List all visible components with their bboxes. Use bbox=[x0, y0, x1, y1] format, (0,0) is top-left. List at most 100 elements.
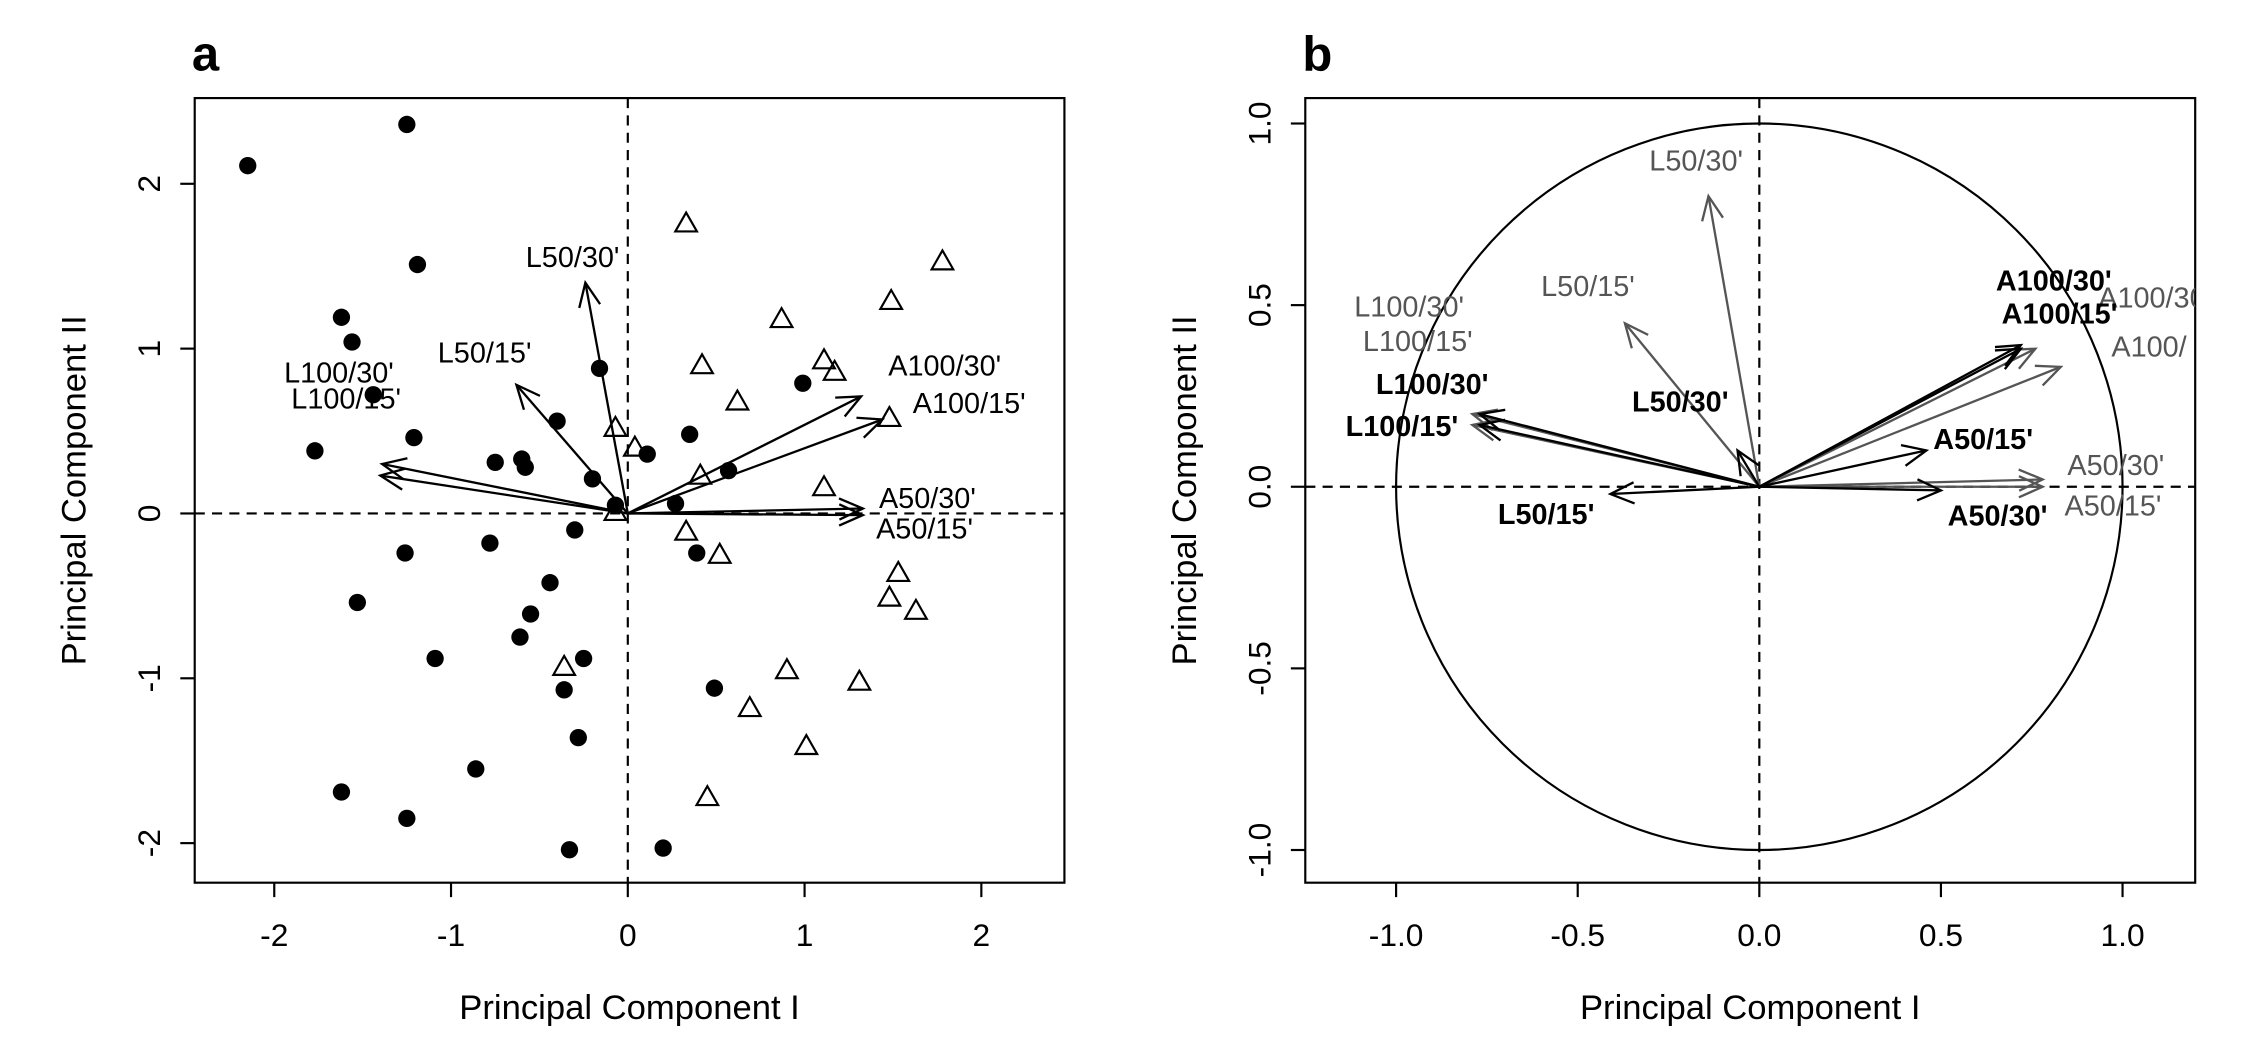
arrow-label: L100/30' bbox=[284, 358, 394, 390]
arrow-head bbox=[1900, 443, 1930, 467]
panel: a -2 -1 0 1 2 -2 -1 0 1 2 Principal Component I Prin… bbox=[56, 28, 1066, 1027]
correlation-circle bbox=[1395, 122, 2124, 852]
arrow-label: A100/30 bbox=[2098, 283, 2205, 315]
y-tick-label: -1 bbox=[131, 664, 167, 692]
point bbox=[737, 694, 763, 718]
panel-label: a bbox=[192, 28, 220, 82]
arrow-head bbox=[1476, 418, 1506, 442]
arrow bbox=[1759, 485, 1941, 492]
point bbox=[794, 374, 812, 392]
plot-area bbox=[1305, 98, 2196, 883]
arrow bbox=[1479, 412, 1760, 488]
point bbox=[574, 649, 593, 668]
x-tick-label: -0.5 bbox=[1550, 917, 1605, 953]
x-tick-label: 0 bbox=[619, 917, 637, 953]
arrow-head bbox=[856, 416, 886, 439]
arrow-head bbox=[514, 382, 541, 411]
point bbox=[396, 544, 414, 562]
point bbox=[689, 352, 715, 375]
arrow-head bbox=[1701, 193, 1724, 222]
point bbox=[481, 534, 499, 552]
point bbox=[681, 425, 699, 443]
point bbox=[398, 115, 416, 134]
point bbox=[486, 453, 504, 472]
arrow bbox=[381, 462, 629, 515]
point bbox=[467, 760, 485, 778]
point bbox=[885, 559, 911, 582]
point bbox=[876, 404, 903, 428]
point bbox=[332, 308, 351, 326]
point bbox=[541, 574, 559, 592]
point bbox=[590, 359, 609, 378]
point bbox=[666, 494, 685, 513]
arrow bbox=[627, 418, 883, 515]
arrow bbox=[1759, 449, 1927, 488]
plot-frame bbox=[193, 96, 1066, 884]
plot-frame bbox=[1304, 96, 2197, 884]
arrow-label: A100/15' bbox=[2002, 298, 2118, 330]
point bbox=[348, 593, 366, 612]
arrow bbox=[380, 474, 628, 515]
x-tick-label: 1.0 bbox=[2101, 917, 2145, 953]
y-tick-label: 1.0 bbox=[1241, 101, 1277, 145]
arrow-head bbox=[1994, 347, 2024, 370]
arrow-label: A100/30' bbox=[1996, 265, 2112, 297]
arrow-label: L50/30' bbox=[1649, 146, 1743, 178]
arrow-head bbox=[1916, 478, 1944, 502]
arrow-label: L100/15' bbox=[1363, 326, 1473, 358]
point bbox=[516, 458, 534, 476]
point bbox=[768, 305, 795, 329]
point bbox=[521, 605, 540, 623]
arrow-head bbox=[1736, 448, 1760, 477]
arrow-label: A50/15' bbox=[2065, 490, 2162, 522]
point bbox=[583, 470, 602, 488]
arrow-head bbox=[2034, 364, 2064, 387]
point bbox=[876, 584, 903, 607]
x-axis-label: Principal Component I bbox=[459, 989, 800, 1027]
arrow bbox=[1610, 485, 1760, 496]
y-tick-label: -2 bbox=[131, 829, 167, 857]
x-axis-label: Principal Component I bbox=[1580, 989, 1921, 1027]
x-tick-label: 0.0 bbox=[1737, 917, 1781, 953]
arrow-head bbox=[2018, 475, 2046, 499]
point bbox=[551, 653, 577, 676]
arrow-head bbox=[838, 503, 866, 527]
point bbox=[707, 541, 733, 564]
point bbox=[688, 544, 706, 562]
arrow-label: A50/30' bbox=[879, 483, 976, 515]
arrow-label: L50/30' bbox=[1632, 386, 1729, 418]
arrow bbox=[1624, 322, 1761, 488]
x-tick-label: 1 bbox=[796, 917, 814, 953]
point bbox=[332, 783, 351, 801]
arrow-head bbox=[379, 457, 408, 481]
arrow-label: A100/30' bbox=[888, 350, 1001, 382]
y-tick-label: -1.0 bbox=[1241, 823, 1277, 878]
y-tick-label: 2 bbox=[131, 175, 167, 193]
arrow bbox=[1707, 195, 1761, 487]
arrow bbox=[1758, 347, 2022, 488]
point bbox=[811, 474, 837, 497]
arrow-label: A50/15' bbox=[1933, 424, 2033, 456]
point bbox=[364, 386, 382, 404]
arrow-head bbox=[835, 395, 864, 418]
point bbox=[673, 210, 699, 233]
point bbox=[903, 597, 929, 620]
arrow-label: L50/30' bbox=[526, 242, 620, 274]
arrow-head bbox=[1607, 481, 1636, 505]
y-tick-label: 0 bbox=[131, 505, 167, 523]
point bbox=[654, 839, 672, 857]
point bbox=[343, 333, 361, 351]
arrow-label: L100/15' bbox=[291, 384, 401, 416]
arrow-head bbox=[1623, 321, 1649, 349]
y-axis-label: Principal Component II bbox=[56, 315, 94, 665]
arrow bbox=[1759, 478, 2043, 488]
point bbox=[239, 157, 257, 175]
y-tick-label: -0.5 bbox=[1241, 641, 1277, 696]
point bbox=[774, 657, 800, 680]
arrow bbox=[584, 282, 629, 514]
arrow-head bbox=[1994, 343, 2024, 367]
arrow bbox=[627, 395, 862, 515]
point bbox=[555, 681, 573, 699]
